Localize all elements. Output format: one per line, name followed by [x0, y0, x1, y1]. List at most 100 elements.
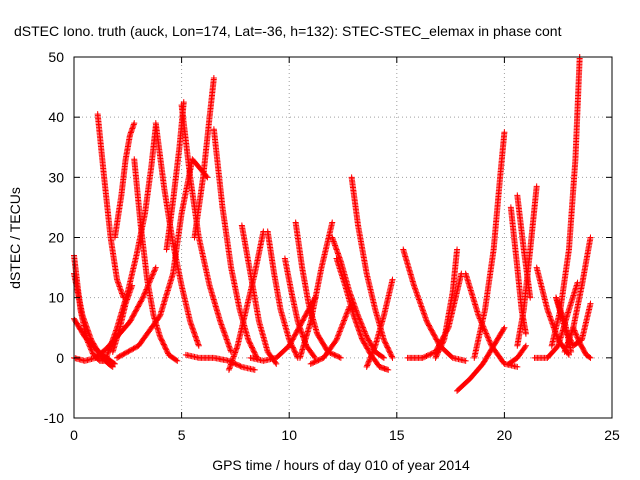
data-points: [71, 54, 594, 394]
data-point: [288, 337, 295, 344]
data-point: [195, 342, 202, 349]
data-point: [232, 360, 239, 367]
data-point: [237, 363, 244, 370]
data-point: [337, 327, 344, 334]
series-14: [191, 75, 217, 241]
data-point: [385, 345, 392, 352]
data-point: [316, 356, 323, 363]
data-point: [233, 361, 240, 368]
data-point: [388, 353, 395, 360]
series-23: [296, 219, 336, 361]
data-point: [127, 317, 134, 324]
data-point: [130, 312, 137, 319]
series-15: [210, 126, 260, 361]
series-25: [307, 303, 353, 367]
data-point: [342, 314, 349, 321]
data-point: [331, 351, 338, 358]
data-point: [126, 318, 133, 325]
data-point: [318, 356, 325, 363]
data-point: [365, 336, 372, 343]
data-point: [151, 268, 158, 275]
data-point: [115, 354, 122, 361]
data-point: [245, 336, 252, 343]
data-point: [344, 309, 351, 316]
x-axis-label: GPS time / hours of day 010 of year 2014: [212, 457, 470, 473]
series-5: [94, 111, 127, 301]
data-point: [315, 357, 322, 364]
data-point: [454, 246, 461, 253]
data-point: [133, 306, 140, 313]
data-point: [302, 312, 309, 319]
data-point: [234, 362, 241, 369]
data-point: [311, 353, 318, 360]
data-point: [332, 337, 339, 344]
data-point: [117, 352, 124, 359]
data-point: [133, 307, 140, 314]
data-point: [303, 309, 310, 316]
data-point: [160, 341, 167, 348]
data-point: [125, 348, 132, 355]
data-point: [180, 99, 187, 106]
data-point: [514, 363, 521, 370]
data-point: [163, 347, 170, 354]
data-point: [162, 345, 169, 352]
x-tick-label: 20: [497, 427, 513, 443]
data-point: [286, 341, 293, 348]
data-point: [291, 332, 298, 339]
data-point: [587, 234, 594, 241]
data-point: [341, 317, 348, 324]
data-point: [339, 321, 346, 328]
series-26: [348, 174, 396, 361]
data-point: [273, 360, 280, 367]
y-axis-label: dSTEC / TECUs: [7, 187, 23, 289]
data-point: [292, 330, 299, 337]
data-point: [122, 349, 129, 356]
data-point: [311, 359, 318, 366]
data-point: [247, 340, 254, 347]
data-point: [124, 349, 131, 356]
data-point: [174, 357, 181, 364]
data-point: [343, 310, 350, 317]
series-18: [225, 228, 267, 373]
y-tick-label: 50: [48, 49, 64, 65]
data-point: [380, 354, 387, 361]
data-point: [336, 329, 343, 336]
data-point: [157, 333, 164, 340]
axes: 0 5 10 15 20 25 -10 0 10 20 30 40 50: [44, 49, 620, 443]
data-point: [137, 299, 144, 306]
data-point: [361, 328, 368, 335]
data-point: [121, 350, 128, 357]
data-point: [383, 343, 390, 350]
data-point: [133, 344, 140, 351]
series-16: [182, 351, 258, 373]
data-point: [131, 311, 138, 318]
data-point: [362, 331, 369, 338]
data-point: [307, 360, 314, 367]
data-point: [158, 337, 165, 344]
data-point: [252, 352, 259, 359]
data-point: [533, 183, 540, 190]
series-8: [111, 120, 138, 241]
data-point: [129, 313, 136, 320]
data-point: [129, 346, 136, 353]
data-point: [367, 340, 374, 347]
series-10: [152, 120, 202, 349]
data-point: [462, 357, 469, 364]
data-point: [336, 328, 343, 335]
y-tick-label: 40: [48, 109, 64, 125]
data-point: [249, 344, 256, 351]
data-point: [290, 333, 297, 340]
data-point: [366, 338, 373, 345]
data-point: [141, 291, 148, 298]
series-11: [114, 156, 211, 361]
data-point: [292, 349, 299, 356]
data-point: [247, 341, 254, 348]
data-point: [152, 265, 159, 272]
data-point: [386, 348, 393, 355]
data-point: [332, 352, 339, 359]
data-point: [150, 270, 157, 277]
data-point: [132, 308, 139, 315]
data-point: [251, 366, 258, 373]
data-point: [114, 354, 121, 361]
